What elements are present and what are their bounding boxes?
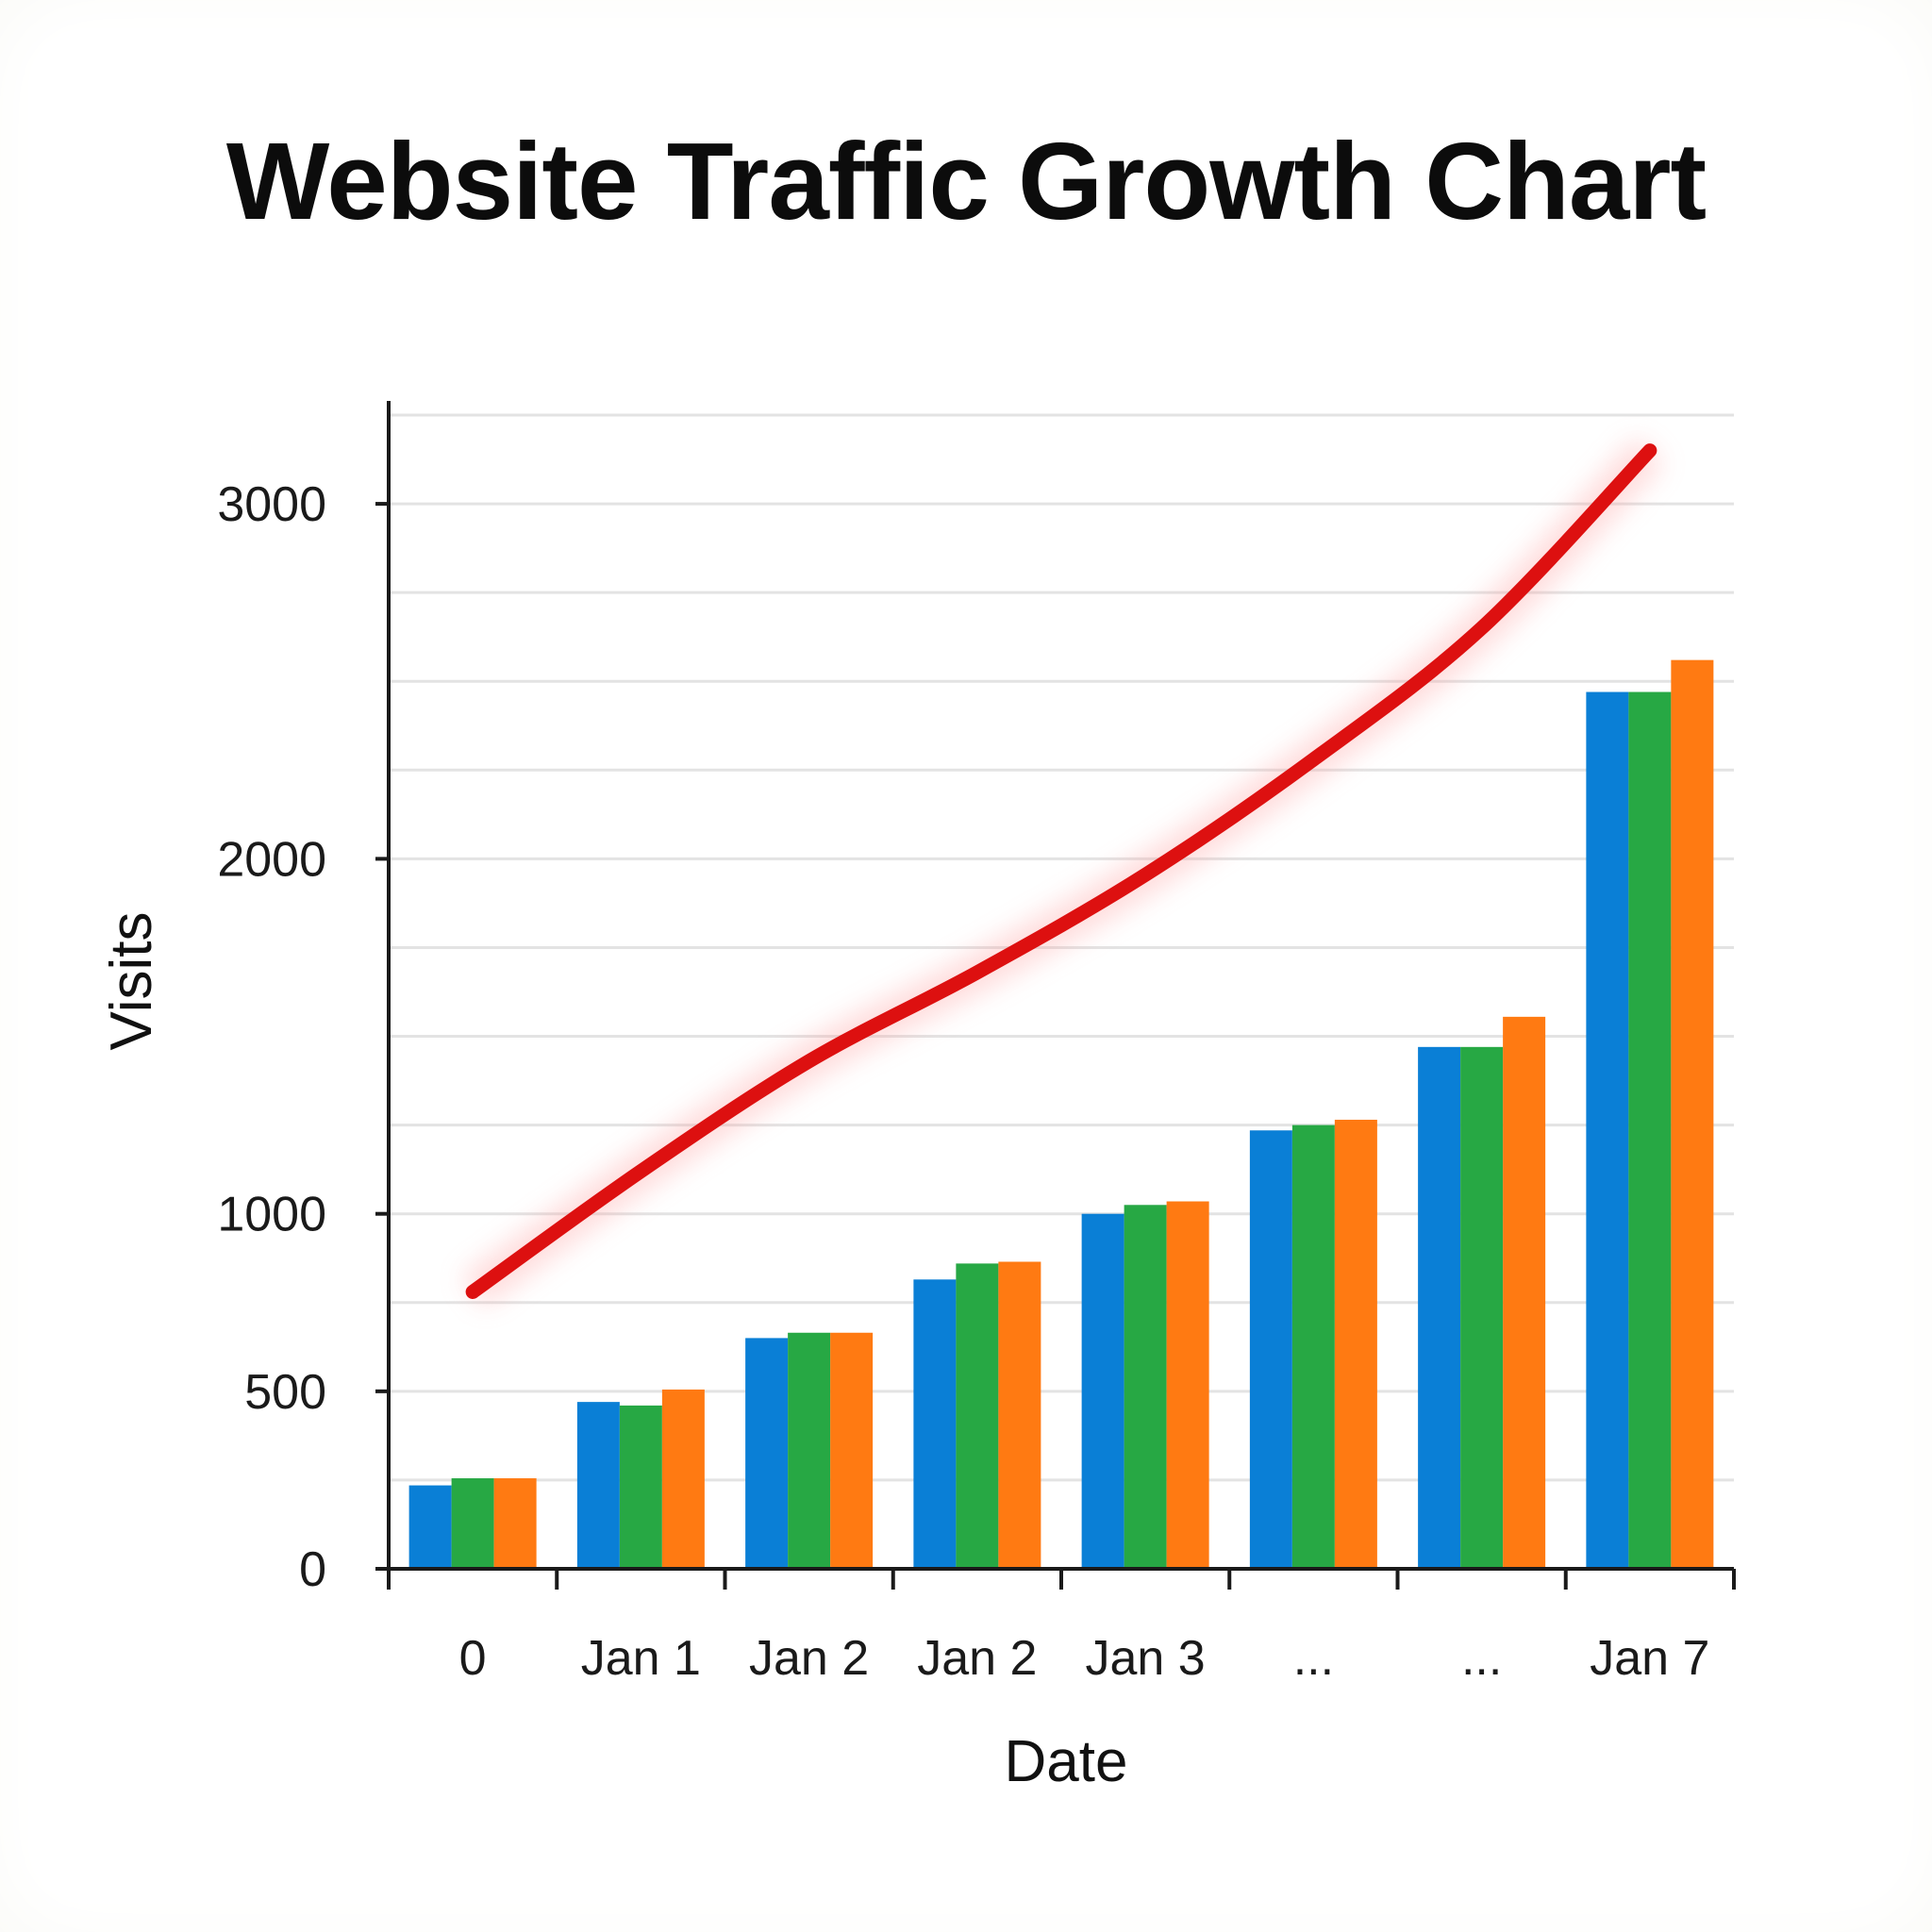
y-tick-label: 0 — [299, 1542, 326, 1597]
bar — [408, 1485, 452, 1569]
x-tick-label: Jan 7 — [1590, 1631, 1709, 1686]
bar — [1124, 1205, 1167, 1569]
x-tick-label: ... — [1461, 1631, 1502, 1686]
bar — [1628, 691, 1672, 1569]
bar — [1586, 691, 1629, 1569]
y-tick-label: 2000 — [217, 832, 326, 887]
bar — [956, 1263, 999, 1569]
bars — [408, 659, 1714, 1569]
bar — [1334, 1119, 1377, 1569]
bar — [576, 1402, 620, 1569]
bar — [913, 1279, 957, 1569]
bar — [451, 1478, 494, 1569]
x-tick-label: Jan 2 — [917, 1631, 1037, 1686]
trend-line — [461, 437, 1664, 1307]
bar — [1291, 1124, 1335, 1569]
x-tick-label: Jan 1 — [581, 1631, 701, 1686]
axes — [375, 401, 1736, 1590]
bar — [998, 1261, 1041, 1569]
gridlines — [389, 413, 1734, 1482]
y-tick-label: 500 — [244, 1365, 326, 1420]
bar — [830, 1332, 874, 1569]
trend-line-path — [465, 443, 1657, 1299]
bar — [1166, 1201, 1209, 1569]
bar — [745, 1338, 789, 1569]
bar — [1249, 1130, 1292, 1569]
y-axis-label: Visits — [99, 911, 164, 1050]
y-tick-label: 1000 — [217, 1188, 326, 1242]
bar — [788, 1332, 831, 1569]
bar — [1503, 1016, 1546, 1569]
x-tick-label: 0 — [459, 1631, 487, 1686]
bar — [619, 1405, 662, 1569]
x-tick-label: ... — [1293, 1631, 1334, 1686]
bar — [1418, 1046, 1461, 1569]
bar — [1671, 659, 1714, 1569]
bar — [1081, 1213, 1124, 1569]
bar — [661, 1389, 705, 1569]
x-tick-label: Jan 3 — [1086, 1631, 1206, 1686]
tick-labels: 0 500 1000 2000 3000 0 Jan 1 Jan 2 Jan 2 Jan 3...… — [217, 477, 1709, 1686]
y-tick-label: 3000 — [217, 477, 326, 532]
bar — [493, 1478, 537, 1569]
x-tick-label: Jan 2 — [749, 1631, 869, 1686]
chart-title: Website Traffic Growth Chart — [225, 120, 1707, 242]
x-axis-label: Date — [1005, 1729, 1128, 1794]
bar — [1460, 1046, 1504, 1569]
